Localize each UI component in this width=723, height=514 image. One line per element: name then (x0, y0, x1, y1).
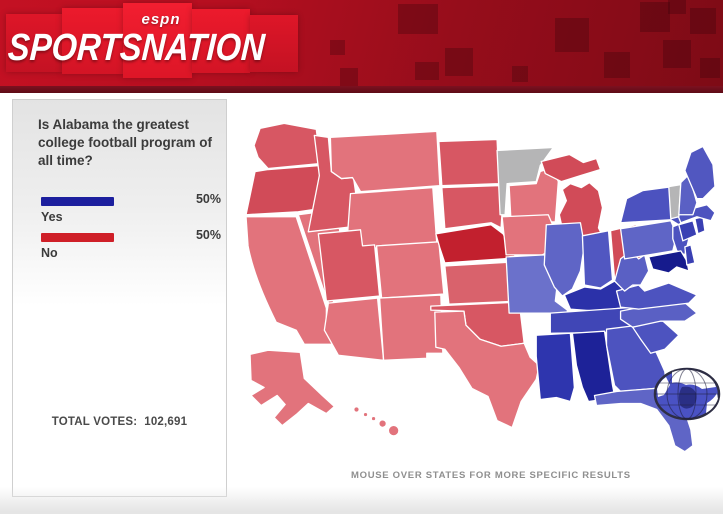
state-hawaii[interactable] (388, 425, 400, 437)
header-mosaic-square (445, 48, 473, 76)
header-mosaic-square (340, 68, 358, 86)
logo-tile (6, 14, 62, 72)
header-mosaic-square (700, 58, 720, 78)
state-utah[interactable] (317, 229, 381, 302)
no-percentage: 50% (195, 228, 221, 242)
header-mosaic-square (555, 18, 589, 52)
state-maryland[interactable] (648, 250, 690, 274)
header-mosaic-square (668, 0, 686, 14)
logo-tile (192, 9, 250, 73)
state-connecticut[interactable] (678, 220, 698, 242)
total-votes-label: TOTAL VOTES: (51, 416, 138, 428)
state-north-dakota[interactable] (438, 138, 500, 187)
state-michigan-up[interactable] (540, 153, 602, 183)
state-delaware[interactable] (684, 244, 696, 266)
state-texas[interactable] (434, 310, 540, 429)
no-label: No (41, 246, 58, 260)
state-south-dakota[interactable] (441, 184, 504, 230)
sportsnation-logo[interactable]: SPORTSNATION (6, 27, 266, 69)
espn-logo[interactable]: espn (141, 11, 181, 28)
state-hawaii[interactable] (378, 419, 387, 428)
state-vermont[interactable] (668, 183, 682, 220)
state-hawaii[interactable] (353, 406, 360, 413)
state-virginia[interactable] (615, 282, 698, 310)
us-results-map (238, 95, 723, 467)
logo-tile (62, 8, 123, 74)
header: espn SPORTSNATION (0, 0, 723, 86)
state-hawaii[interactable] (371, 416, 376, 421)
state-arizona[interactable] (323, 297, 385, 361)
state-massachusetts[interactable] (676, 204, 716, 224)
header-mosaic-square (512, 66, 528, 82)
header-mosaic-square (604, 52, 630, 78)
header-mosaic-square (663, 40, 691, 68)
total-votes-value: 102,691 (144, 416, 188, 428)
poll-panel: Is Alabama the greatest college football… (12, 99, 227, 497)
no-result-bar (41, 233, 114, 242)
globe-icon[interactable] (652, 365, 722, 423)
state-minnesota[interactable] (496, 146, 554, 216)
logo-tile (250, 15, 298, 72)
total-votes: TOTAL VOTES: 102,691 (13, 416, 226, 428)
state-montana[interactable] (329, 130, 441, 193)
header-bottom-strip (0, 86, 723, 93)
yes-label: Yes (41, 210, 63, 224)
state-indiana[interactable] (581, 230, 614, 289)
state-illinois[interactable] (543, 222, 586, 297)
header-mosaic-square (640, 2, 670, 32)
logo-tile (123, 3, 192, 78)
header-mosaic-square (690, 8, 716, 34)
state-mississippi[interactable] (535, 332, 576, 403)
state-new-mexico[interactable] (378, 294, 444, 361)
state-maine[interactable] (684, 145, 716, 200)
poll-question: Is Alabama the greatest college football… (38, 117, 213, 168)
header-mosaic-square (398, 4, 438, 34)
yes-percentage: 50% (195, 192, 221, 206)
header-mosaic-square (330, 40, 345, 55)
yes-result-bar (41, 197, 114, 206)
map-instruction-note: MOUSE OVER STATES FOR MORE SPECIFIC RESU… (351, 470, 631, 481)
header-mosaic-square (415, 62, 439, 80)
state-washington[interactable] (253, 122, 321, 170)
state-hawaii[interactable] (363, 412, 368, 417)
state-colorado[interactable] (375, 241, 445, 299)
state-alaska[interactable] (249, 349, 336, 427)
